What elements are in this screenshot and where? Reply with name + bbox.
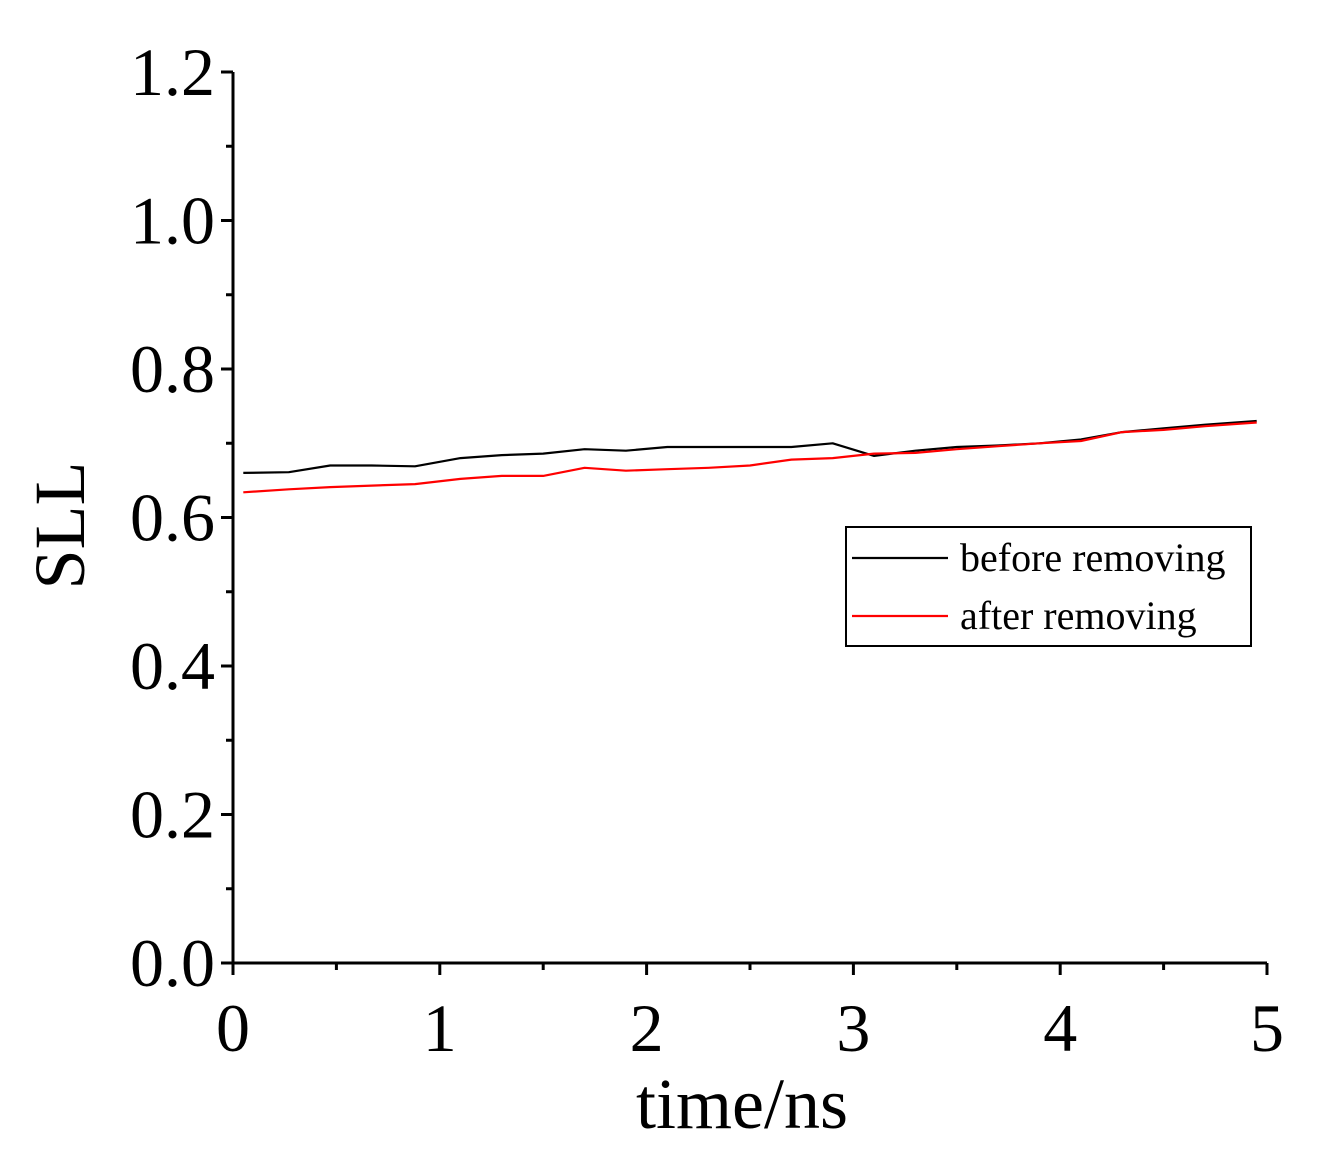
axes [231,72,1267,965]
x-tick-label: 0 [216,990,250,1066]
x-axis-title: time/ns [636,1064,848,1144]
ticks: 0.0 0.2 0.4 0.6 0.8 1.0 1.2 0 1 2 3 4 5 [130,34,1284,1066]
y-tick-label: 0.0 [130,925,215,1001]
y-tick-label: 0.2 [130,777,215,853]
series-line-0 [243,419,1257,474]
y-tick-label: 1.2 [130,34,215,110]
legend-box [845,526,1252,647]
x-tick-label: 2 [630,990,664,1066]
y-tick-label: 0.8 [130,331,215,407]
legend-label-1: after removing [960,593,1197,638]
y-axis-title: SLL [20,461,100,589]
x-tick-label: 3 [836,990,870,1066]
legend-label-0: before removing [960,535,1225,580]
y-tick-label: 0.4 [130,628,215,704]
x-tick-label: 1 [423,990,457,1066]
y-tick-label: 1.0 [130,183,215,259]
series-layer [243,419,1257,494]
x-tick-label: 5 [1250,990,1284,1066]
legend: before removing after removing [845,526,1252,647]
series-line-1 [243,421,1257,494]
y-tick-label: 0.6 [130,480,215,556]
x-tick-label: 4 [1043,990,1077,1066]
